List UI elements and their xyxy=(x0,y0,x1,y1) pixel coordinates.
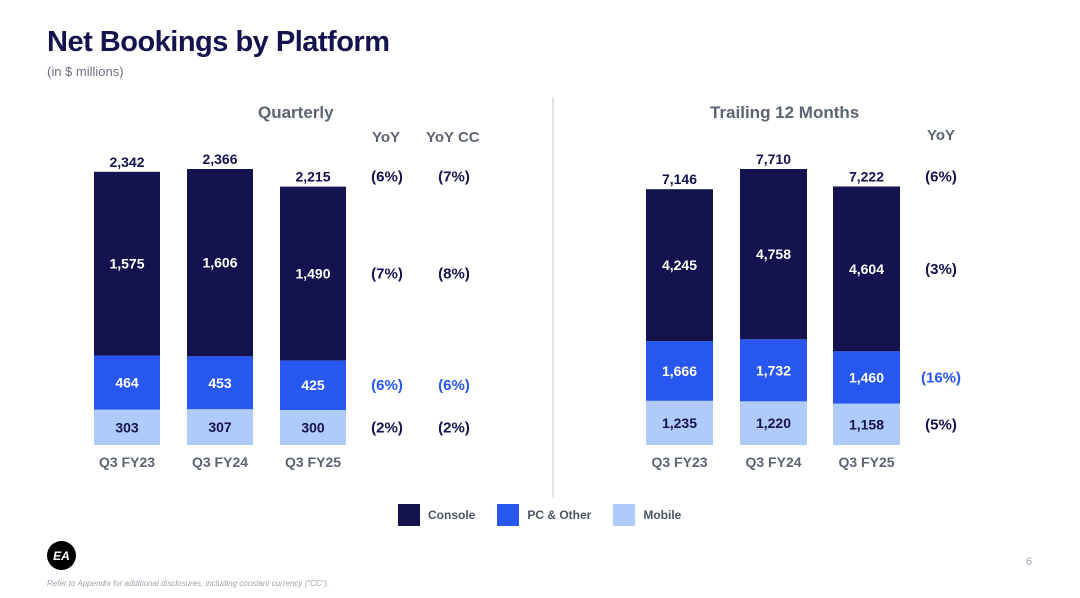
quarterly-yoy-pc-other: (6%) xyxy=(438,377,470,394)
ttm-bar-console xyxy=(646,189,713,342)
quarterly-yoy-pc-other: (6%) xyxy=(371,377,403,394)
quarterly-total-label: 2,215 xyxy=(295,169,330,185)
quarterly-segment-label: 1,606 xyxy=(202,255,237,271)
legend-item-console: Console xyxy=(398,504,475,526)
quarterly-yoy-total: (6%) xyxy=(371,169,403,186)
ttm-segment-label: 1,235 xyxy=(662,415,697,431)
panel-divider xyxy=(552,97,554,497)
legend-label: PC & Other xyxy=(527,508,592,522)
quarterly-bar-mobile xyxy=(280,410,346,445)
ttm-yoy-mobile: (5%) xyxy=(925,416,957,433)
quarterly-segment-label: 1,490 xyxy=(295,266,330,282)
ttm-total-label: 7,146 xyxy=(662,171,697,187)
legend-swatch-pc-other xyxy=(497,504,520,526)
quarterly-segment-label: 303 xyxy=(115,419,139,435)
quarterly-segment-label: 300 xyxy=(301,420,325,436)
quarterly-bar-console xyxy=(280,186,346,361)
quarterly-bar-pc-other xyxy=(280,360,346,411)
quarterly-category-label: Q3 FY25 xyxy=(285,454,341,470)
legend-label: Console xyxy=(428,508,476,522)
ttm-bar-mobile xyxy=(646,400,713,445)
legend-label: Mobile xyxy=(643,508,682,522)
ttm-segment-label: 4,604 xyxy=(849,261,884,277)
legend-item-pc-other: PC & Other xyxy=(497,504,591,526)
ttm-yoy-console: (3%) xyxy=(925,261,957,278)
ttm-yoy-pc-other: (16%) xyxy=(921,369,961,386)
quarterly-segment-label: 1,575 xyxy=(109,256,144,272)
ttm-total-label: 7,222 xyxy=(849,168,884,184)
ttm-segment-label: 1,732 xyxy=(756,362,791,378)
ttm-bar-console xyxy=(740,169,807,340)
ttm-chart-title: Trailing 12 Months xyxy=(710,103,860,122)
quarterly-category-label: Q3 FY23 xyxy=(99,454,155,470)
quarterly-bar-console xyxy=(187,169,253,357)
ttm-bar-pc-other xyxy=(646,341,713,401)
ttm-segment-label: 1,220 xyxy=(756,415,791,431)
legend-swatch-mobile xyxy=(613,504,636,526)
footnote: Refer to Appendix for additional disclos… xyxy=(47,579,330,588)
quarterly-bar-mobile xyxy=(187,409,253,445)
ttm-segment-label: 1,666 xyxy=(662,363,697,379)
ttm-bar-mobile xyxy=(740,401,807,445)
ttm-segment-label: 1,460 xyxy=(849,369,884,385)
ttm-segment-label: 4,245 xyxy=(662,257,697,273)
quarterly-segment-label: 464 xyxy=(115,375,139,391)
ttm-bar-pc-other xyxy=(740,339,807,402)
page-subtitle: (in $ millions) xyxy=(47,64,124,79)
quarterly-bar-mobile xyxy=(94,409,160,445)
ttm-segment-label: 4,758 xyxy=(756,246,791,262)
ttm-category-label: Q3 FY24 xyxy=(745,454,801,470)
legend-swatch-console xyxy=(398,504,420,526)
ttm-bar-pc-other xyxy=(833,351,900,404)
quarterly-total-label: 2,342 xyxy=(109,154,144,170)
legend: Console PC & Other Mobile xyxy=(398,504,703,526)
ttm-segment-label: 1,158 xyxy=(849,416,884,432)
ttm-bar-console xyxy=(833,186,900,352)
quarterly-bar-pc-other xyxy=(94,355,160,410)
legend-item-mobile: Mobile xyxy=(613,504,681,526)
quarterly-yoy-mobile: (2%) xyxy=(438,420,470,437)
quarterly-segment-label: 453 xyxy=(208,375,232,391)
quarterly-bar-console xyxy=(94,171,160,356)
quarterly-segment-label: 307 xyxy=(208,419,232,435)
ttm-yoy-header: YoY xyxy=(927,127,956,144)
ttm-category-label: Q3 FY25 xyxy=(838,454,894,470)
ttm-category-label: Q3 FY23 xyxy=(651,454,707,470)
quarterly-total-label: 2,366 xyxy=(202,151,237,167)
page-title: Net Bookings by Platform xyxy=(47,26,390,58)
quarterly-yoy-header: YoY xyxy=(372,129,401,146)
quarterly-yoy-mobile: (2%) xyxy=(371,420,403,437)
quarterly-bar-pc-other xyxy=(187,356,253,410)
quarterly-category-label: Q3 FY24 xyxy=(192,454,248,470)
ttm-bar-mobile xyxy=(833,403,900,445)
quarterly-yoy-console: (7%) xyxy=(371,266,403,283)
quarterly-yoy-total: (7%) xyxy=(438,169,470,186)
ea-logo-icon: EA xyxy=(47,541,76,570)
quarterly-segment-label: 425 xyxy=(301,377,325,393)
quarterly-yoy-cc-header: YoY CC xyxy=(426,129,480,146)
quarterly-chart-title: Quarterly xyxy=(258,103,334,122)
ttm-total-label: 7,710 xyxy=(756,151,791,167)
ttm-yoy-total: (6%) xyxy=(925,168,957,185)
page-number: 6 xyxy=(1026,556,1033,568)
quarterly-yoy-console: (8%) xyxy=(438,266,470,283)
